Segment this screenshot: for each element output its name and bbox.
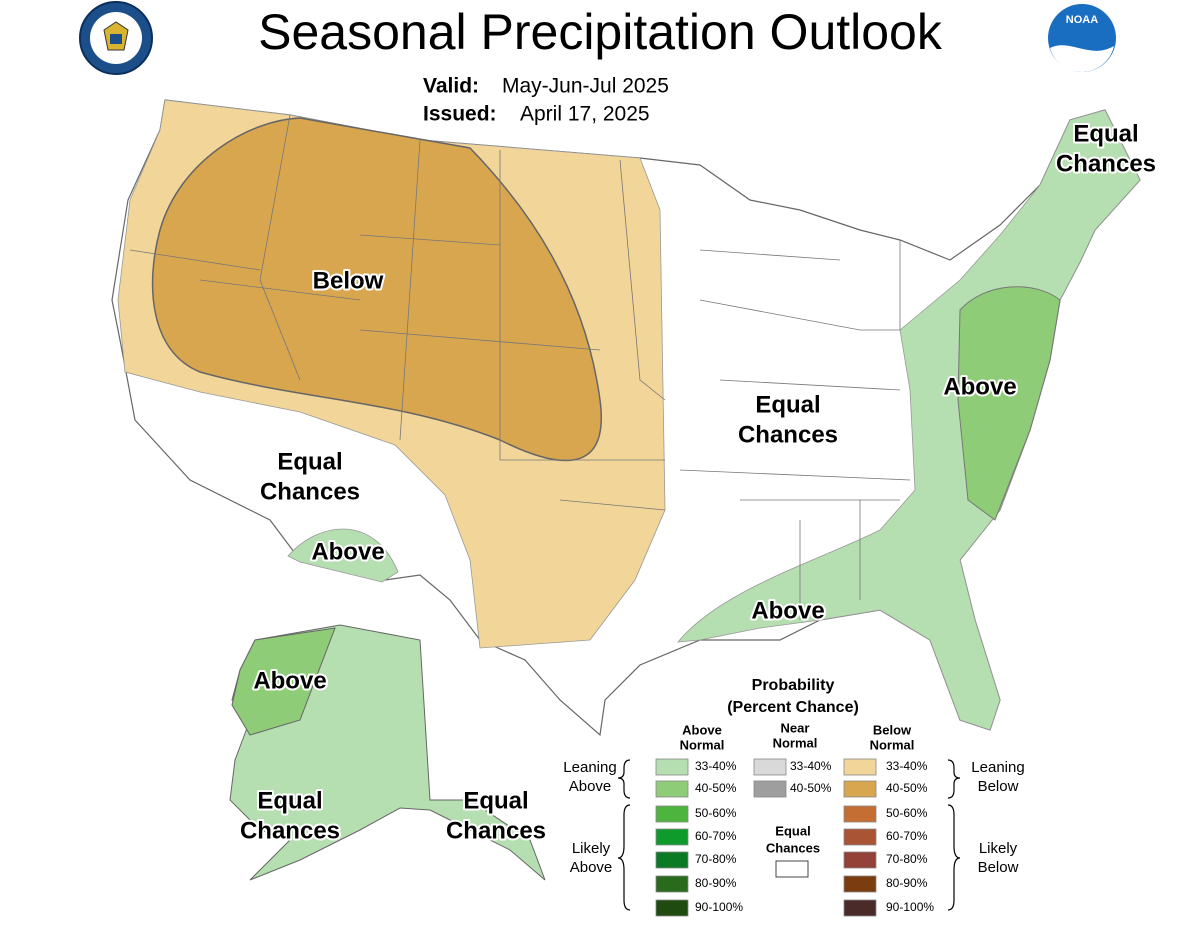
below-40-50-area [151, 117, 602, 462]
map-label: Equal [1073, 120, 1138, 147]
legend-label: 40-50% [886, 781, 928, 795]
legend-swatch [843, 851, 877, 869]
legend-label: 60-70% [886, 829, 928, 843]
legend-heading: Below [873, 722, 912, 737]
above-33-40-southwest [287, 528, 399, 583]
legend-swatch [843, 780, 877, 798]
legend-label: 33-40% [886, 759, 928, 773]
legend-title: Probability [752, 677, 835, 694]
legend-label: 40-50% [790, 781, 832, 795]
noaa-logo: NOAA [1048, 4, 1116, 72]
map-label: Above [311, 538, 384, 565]
legend-label: 80-90% [886, 876, 928, 890]
legend-label: 90-100% [695, 900, 743, 914]
legend-equal-chances: Equal [775, 823, 810, 838]
commerce-seal [79, 1, 153, 75]
map-label: Chances [240, 817, 340, 844]
map-label: Equal [463, 787, 528, 814]
map-label: Chances [738, 421, 838, 448]
state-lines [129, 114, 911, 620]
legend-label: 70-80% [886, 852, 928, 866]
legend-label: 80-90% [695, 876, 737, 890]
legend-label: 50-60% [695, 806, 737, 820]
legend-heading: Above [682, 722, 722, 737]
legend-swatch [843, 805, 877, 823]
legend-heading: Near [781, 720, 810, 735]
legend-swatch [843, 828, 877, 846]
map-label: Chances [446, 817, 546, 844]
legend-swatch [655, 758, 689, 776]
legend-swatch [775, 860, 809, 878]
map-label: Chances [260, 478, 360, 505]
legend-swatch [655, 780, 689, 798]
legend-swatch [843, 758, 877, 776]
legend-side-label: Above [570, 859, 613, 876]
valid-label: Valid: [423, 75, 479, 98]
legend-label: 90-100% [886, 900, 934, 914]
legend-heading: Normal [680, 737, 725, 752]
legend-subtitle: (Percent Chance) [727, 699, 859, 716]
legend-label: 40-50% [695, 781, 737, 795]
legend-swatch [655, 851, 689, 869]
legend-braces [617, 759, 961, 911]
legend-side-label: Below [978, 859, 1019, 876]
legend-side-label: Likely [979, 840, 1018, 857]
map-label: Above [943, 373, 1016, 400]
legend-swatch [753, 758, 787, 776]
map-label: Equal [755, 391, 820, 418]
map-label: Equal [277, 448, 342, 475]
legend-side-label: Likely [572, 840, 611, 857]
issued-label: Issued: [423, 103, 497, 126]
map-label: Below [313, 267, 384, 294]
legend-side-label: Above [569, 778, 612, 795]
legend-label: 33-40% [695, 759, 737, 773]
title: Seasonal Precipitation Outlook [258, 4, 943, 60]
noaa-logo-text: NOAA [1066, 14, 1098, 26]
legend-heading: Normal [773, 735, 818, 750]
legend-label: 33-40% [790, 759, 832, 773]
legend-equal-chances: Chances [766, 840, 820, 855]
legend-label: 50-60% [886, 806, 928, 820]
issued-value: April 17, 2025 [520, 103, 650, 126]
map-label: Above [253, 667, 326, 694]
legend-label: 70-80% [695, 852, 737, 866]
legend-swatch [843, 875, 877, 893]
legend-heading: Normal [870, 737, 915, 752]
legend-swatch [843, 899, 877, 917]
map-label: Chances [1056, 150, 1156, 177]
legend-side-label: Below [978, 778, 1019, 795]
above-40-50-east [957, 286, 1061, 521]
legend-swatch [753, 780, 787, 798]
legend-swatch [655, 899, 689, 917]
above-40-50-alaska [231, 627, 336, 736]
legend-side-label: Leaning [563, 759, 616, 776]
valid-value: May-Jun-Jul 2025 [502, 75, 669, 98]
map-label: Equal [257, 787, 322, 814]
legend-swatch [655, 875, 689, 893]
legend-side-label: Leaning [971, 759, 1024, 776]
legend-label: 60-70% [695, 829, 737, 843]
legend-swatch [655, 805, 689, 823]
map-label: Above [751, 597, 824, 624]
legend-swatch [655, 828, 689, 846]
